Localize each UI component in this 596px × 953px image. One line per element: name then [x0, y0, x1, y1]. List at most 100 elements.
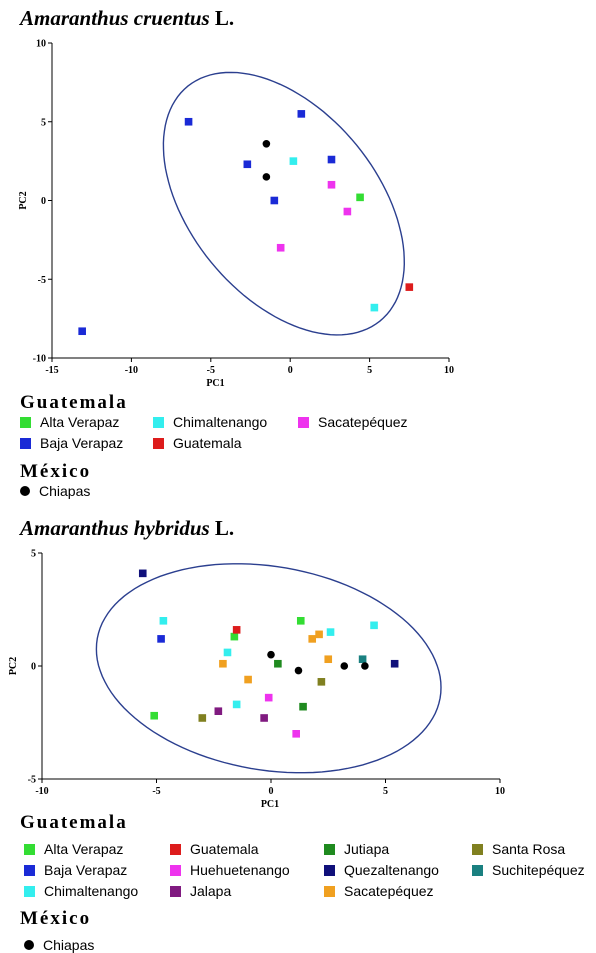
legend-item-guatemala: Guatemala	[170, 841, 258, 857]
legend-heading-mexico: México	[20, 908, 92, 929]
legend-swatch	[20, 416, 31, 428]
x-tick-label: 5	[367, 365, 372, 376]
point-chimaltenango	[289, 157, 298, 165]
point-alta-verapaz	[356, 193, 364, 202]
legend-label: Guatemala	[173, 435, 242, 451]
legend-label: Baja Verapaz	[40, 435, 124, 451]
point-chiapas	[262, 140, 271, 148]
legend-label: Suchitepéquez	[492, 862, 585, 878]
point-baja-verapaz	[297, 110, 306, 118]
point-chiapas	[267, 650, 275, 659]
point-chiapas	[294, 666, 303, 675]
point-guatemala	[232, 626, 241, 634]
point-chiapas	[340, 662, 349, 670]
legend-item-jalapa: Jalapa	[170, 883, 231, 899]
point-guatemala	[405, 283, 414, 291]
legend-swatch	[24, 864, 35, 876]
legend-item-guatemala: Guatemala	[153, 435, 241, 451]
point-chiapas	[262, 173, 271, 181]
legend-swatch	[324, 885, 335, 897]
point-jutiapa	[274, 659, 282, 668]
chart-title-author: L.	[214, 516, 235, 540]
legend-swatch	[20, 486, 30, 496]
point-sacatepequez	[244, 675, 252, 684]
legend-swatch	[324, 864, 335, 876]
x-tick-label: -10	[35, 786, 48, 797]
legend-label: Jalapa	[190, 883, 232, 899]
y-tick-label: 5	[41, 117, 46, 128]
legend-label: Chiapas	[43, 937, 95, 953]
x-tick-label: -5	[207, 365, 215, 376]
legend-item-alta-verapaz: Alta Verapaz	[24, 841, 123, 857]
legend-label: Baja Verapaz	[44, 862, 128, 878]
y-axis-label: PC2	[8, 657, 19, 675]
legend-swatch	[24, 940, 34, 950]
point-sacatepequez	[276, 243, 285, 252]
point-sacatepequez	[343, 207, 352, 216]
chart-title-species: Amaranthus hybridus	[20, 516, 210, 540]
legend-label: Chiapas	[39, 483, 91, 499]
legend-item-alta-verapaz: Alta Verapaz	[20, 414, 119, 430]
point-baja-verapaz	[270, 196, 279, 205]
confidence-ellipse	[95, 563, 442, 774]
point-jutiapa	[299, 702, 307, 711]
legend-swatch	[153, 437, 164, 449]
y-tick-label: -5	[28, 775, 36, 786]
legend-label: Quezaltenango	[344, 862, 439, 878]
y-tick-label: 10	[36, 39, 46, 50]
legend-label: Chimaltenango	[173, 414, 268, 430]
y-tick-label: 0	[31, 662, 36, 673]
point-baja-verapaz	[78, 327, 86, 336]
y-axis-label: PC2	[18, 191, 29, 209]
x-tick-label: 5	[383, 786, 388, 797]
y-tick-label: 0	[41, 196, 46, 207]
legend-heading-guatemala: Guatemala	[20, 812, 128, 833]
x-tick-label: -10	[125, 365, 138, 376]
point-huehuetenango	[292, 730, 300, 738]
x-tick-label: 10	[444, 365, 454, 376]
point-sacatepequez	[324, 655, 333, 664]
point-baja-verapaz	[157, 635, 165, 643]
chart-title-author: L.	[214, 6, 235, 30]
legend-label: Jutiapa	[344, 841, 390, 857]
legend-swatch	[472, 864, 483, 876]
legend-swatch	[170, 864, 181, 876]
y-tick-label: -5	[38, 275, 46, 286]
point-jalapa	[214, 707, 223, 715]
legend-item-chimaltenango: Chimaltenango	[153, 414, 267, 430]
point-chimaltenango	[232, 700, 241, 709]
legend-label: Sacatepéquez	[344, 883, 434, 899]
point-quezaltenango	[390, 659, 399, 668]
point-sacatepequez	[315, 630, 323, 639]
legend-item-chiapas: Chiapas	[20, 483, 90, 499]
legend-swatch	[170, 885, 181, 897]
legend-heading-mexico: México	[20, 461, 92, 482]
legend-label: Guatemala	[190, 841, 259, 857]
legend-item-suchitepequez: Suchitepéquez	[472, 862, 585, 878]
legend-item-chimaltenango: Chimaltenango	[24, 883, 138, 899]
point-huehuetenango	[264, 693, 273, 702]
point-baja-verapaz	[243, 160, 252, 169]
point-chiapas	[361, 662, 369, 670]
point-santa-rosa	[317, 678, 326, 686]
legend-swatch	[153, 416, 164, 428]
legend-item-baja-verapaz: Baja Verapaz	[24, 862, 127, 878]
x-tick-label: 0	[288, 365, 293, 376]
point-chimaltenango	[223, 648, 232, 657]
point-alta-verapaz	[296, 617, 305, 625]
chart-title-species: Amaranthus cruentus	[20, 6, 210, 30]
legend-label: Chimaltenango	[44, 883, 139, 899]
legend-swatch	[298, 416, 309, 428]
point-sacatepequez	[327, 180, 336, 189]
point-baja-verapaz	[184, 117, 193, 126]
legend-label: Sacatepéquez	[318, 414, 408, 430]
point-alta-verapaz	[230, 632, 239, 641]
legend-label: Alta Verapaz	[44, 841, 124, 857]
legend-label: Alta Verapaz	[40, 414, 120, 430]
legend-label: Huehuetenango	[190, 862, 290, 878]
point-baja-verapaz	[327, 155, 336, 164]
chart-title: Amaranthus cruentus L.	[20, 6, 234, 31]
legend-swatch	[24, 843, 35, 855]
point-chimaltenango	[370, 303, 379, 312]
